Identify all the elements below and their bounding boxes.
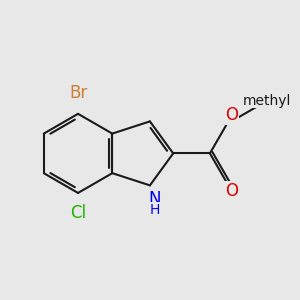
Text: Br: Br (69, 85, 87, 103)
Text: O: O (225, 106, 238, 124)
Text: Cl: Cl (70, 204, 86, 222)
Text: O: O (225, 182, 238, 200)
Text: H: H (149, 203, 160, 217)
Text: methyl: methyl (243, 94, 291, 108)
Text: N: N (148, 190, 161, 208)
